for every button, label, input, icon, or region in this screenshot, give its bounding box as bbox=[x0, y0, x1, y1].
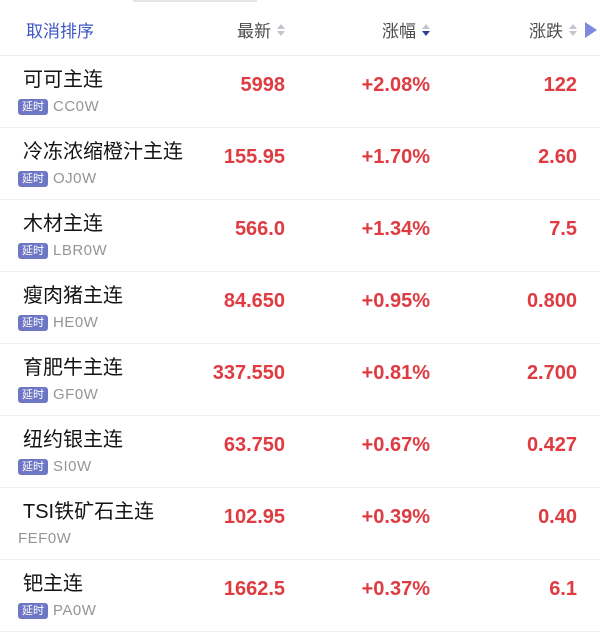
instrument-code: HE0W bbox=[53, 314, 99, 331]
instrument-name: 冷冻浓缩橙汁主连 bbox=[23, 141, 183, 163]
delayed-badge: 延时 bbox=[18, 98, 48, 115]
sort-arrows-icon bbox=[277, 23, 285, 36]
change-percent: +0.81% bbox=[361, 362, 430, 384]
table-row[interactable]: 可可主连 延时 CC0W 5998 +2.08% 122 bbox=[0, 56, 600, 128]
change-value: 6.1 bbox=[549, 578, 577, 600]
change-value: 2.700 bbox=[526, 362, 577, 384]
instrument-code: FEF0W bbox=[18, 530, 72, 547]
change-percent: +0.37% bbox=[361, 578, 430, 600]
instrument-cell: 钯主连 延时 PA0W bbox=[18, 572, 185, 619]
change-value: 7.5 bbox=[549, 218, 577, 240]
instrument-subline: 延时 CC0W bbox=[18, 98, 185, 115]
delayed-badge: 延时 bbox=[18, 602, 48, 619]
delayed-badge: 延时 bbox=[18, 170, 48, 187]
instrument-subline: FEF0W bbox=[18, 530, 185, 547]
instrument-cell: 冷冻浓缩橙汁主连 延时 OJ0W bbox=[18, 140, 185, 187]
table-row[interactable]: 木材主连 延时 LBR0W 566.0 +1.34% 7.5 bbox=[0, 200, 600, 272]
instrument-subline: 延时 GF0W bbox=[18, 386, 185, 403]
column-header-change-value[interactable]: 涨跌 bbox=[430, 17, 577, 42]
instrument-name: 木材主连 bbox=[23, 213, 103, 235]
instrument-subline: 延时 SI0W bbox=[18, 458, 185, 475]
instrument-name: TSI铁矿石主连 bbox=[23, 501, 155, 523]
change-value: 0.40 bbox=[538, 506, 577, 528]
change-percent: +1.34% bbox=[361, 218, 430, 240]
change-percent: +2.08% bbox=[361, 74, 430, 96]
instrument-name: 可可主连 bbox=[23, 69, 103, 91]
expand-columns-icon[interactable] bbox=[585, 21, 597, 38]
instrument-subline: 延时 HE0W bbox=[18, 314, 185, 331]
instrument-name: 钯主连 bbox=[23, 573, 83, 595]
last-price: 1662.5 bbox=[223, 578, 285, 600]
sort-header: 取消排序 最新 涨幅 涨跌 bbox=[0, 0, 600, 56]
delayed-badge: 延时 bbox=[18, 242, 48, 259]
delayed-badge: 延时 bbox=[18, 458, 48, 475]
column-header-change-value-label: 涨跌 bbox=[529, 22, 563, 41]
delayed-badge: 延时 bbox=[18, 314, 48, 331]
column-header-change-percent[interactable]: 涨幅 bbox=[285, 17, 430, 42]
change-value: 2.60 bbox=[538, 146, 577, 168]
top-edge-artifact bbox=[133, 0, 257, 2]
table-row[interactable]: 育肥牛主连 延时 GF0W 337.550 +0.81% 2.700 bbox=[0, 344, 600, 416]
instrument-cell: 可可主连 延时 CC0W bbox=[18, 68, 185, 115]
sort-arrows-icon bbox=[569, 23, 577, 36]
instrument-cell: TSI铁矿石主连 FEF0W bbox=[18, 500, 185, 547]
instrument-code: OJ0W bbox=[53, 170, 97, 187]
instrument-cell: 瘦肉猪主连 延时 HE0W bbox=[18, 284, 185, 331]
instrument-cell: 木材主连 延时 LBR0W bbox=[18, 212, 185, 259]
cancel-sort-button[interactable]: 取消排序 bbox=[26, 22, 94, 41]
change-percent: +0.67% bbox=[361, 434, 430, 456]
instrument-code: CC0W bbox=[53, 98, 100, 115]
table-row[interactable]: TSI铁矿石主连 FEF0W 102.95 +0.39% 0.40 bbox=[0, 488, 600, 560]
change-percent: +1.70% bbox=[361, 146, 430, 168]
instrument-code: SI0W bbox=[53, 458, 92, 475]
sort-arrows-icon bbox=[422, 23, 430, 36]
last-price: 5998 bbox=[240, 74, 286, 96]
column-header-last[interactable]: 最新 bbox=[185, 17, 285, 42]
instrument-subline: 延时 OJ0W bbox=[18, 170, 185, 187]
column-header-change-percent-label: 涨幅 bbox=[382, 22, 416, 41]
change-percent: +0.39% bbox=[361, 506, 430, 528]
table-row[interactable]: 冷冻浓缩橙汁主连 延时 OJ0W 155.95 +1.70% 2.60 bbox=[0, 128, 600, 200]
instrument-subline: 延时 LBR0W bbox=[18, 242, 185, 259]
last-price: 84.650 bbox=[223, 290, 285, 312]
last-price: 155.95 bbox=[223, 146, 285, 168]
change-value: 0.800 bbox=[526, 290, 577, 312]
instrument-cell: 纽约银主连 延时 SI0W bbox=[18, 428, 185, 475]
last-price: 566.0 bbox=[234, 218, 285, 240]
table-row[interactable]: 纽约银主连 延时 SI0W 63.750 +0.67% 0.427 bbox=[0, 416, 600, 488]
instrument-code: GF0W bbox=[53, 386, 99, 403]
watchlist-rows: 可可主连 延时 CC0W 5998 +2.08% 122 冷冻浓缩橙汁主连 延时… bbox=[0, 56, 600, 632]
column-header-last-label: 最新 bbox=[237, 22, 271, 41]
delayed-badge: 延时 bbox=[18, 386, 48, 403]
instrument-code: PA0W bbox=[53, 602, 97, 619]
instrument-code: LBR0W bbox=[53, 242, 108, 259]
table-row[interactable]: 钯主连 延时 PA0W 1662.5 +0.37% 6.1 bbox=[0, 560, 600, 632]
instrument-name: 瘦肉猪主连 bbox=[23, 285, 123, 307]
last-price: 337.550 bbox=[212, 362, 285, 384]
change-value: 0.427 bbox=[526, 434, 577, 456]
instrument-name: 纽约银主连 bbox=[23, 429, 123, 451]
change-value: 122 bbox=[543, 74, 577, 96]
instrument-cell: 育肥牛主连 延时 GF0W bbox=[18, 356, 185, 403]
table-row[interactable]: 瘦肉猪主连 延时 HE0W 84.650 +0.95% 0.800 bbox=[0, 272, 600, 344]
instrument-subline: 延时 PA0W bbox=[18, 602, 185, 619]
instrument-name: 育肥牛主连 bbox=[23, 357, 123, 379]
change-percent: +0.95% bbox=[361, 290, 430, 312]
last-price: 63.750 bbox=[223, 434, 285, 456]
last-price: 102.95 bbox=[223, 506, 285, 528]
